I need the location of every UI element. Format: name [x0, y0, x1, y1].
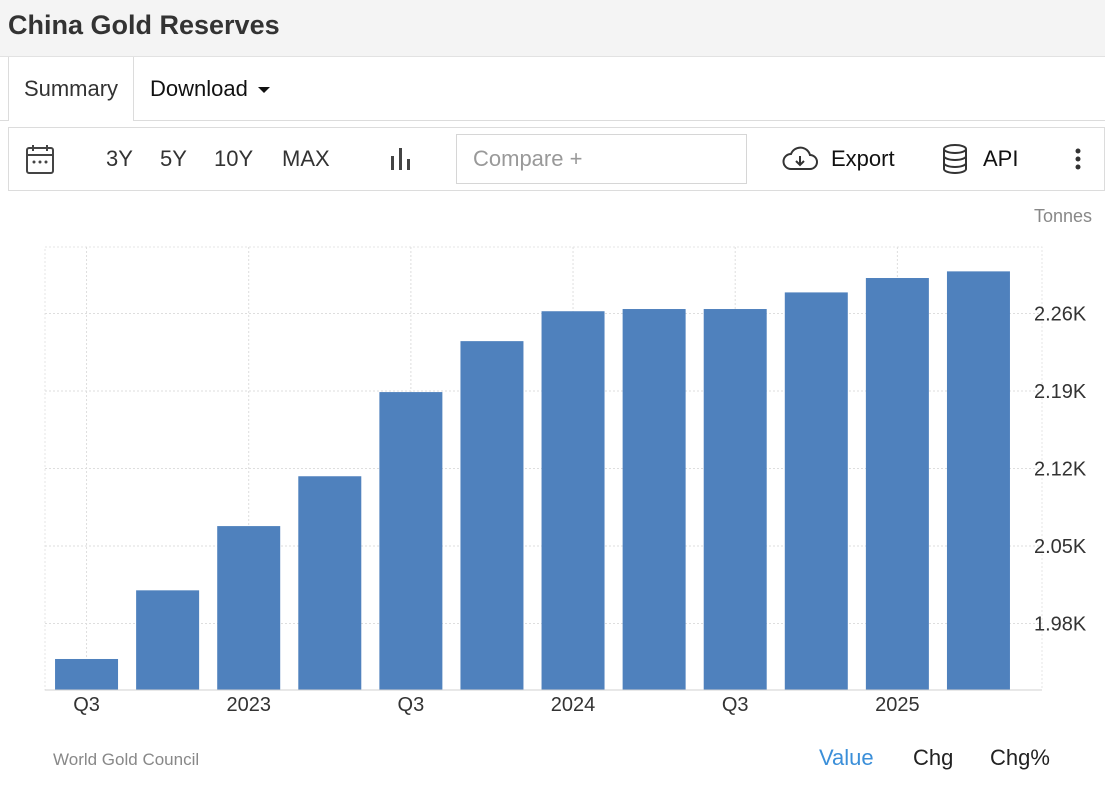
export-label: Export — [831, 146, 895, 171]
tab-download-label: Download — [150, 76, 248, 101]
unit-label: Tonnes — [1033, 206, 1092, 226]
export-button[interactable]: Export — [781, 128, 895, 190]
bar — [460, 341, 524, 690]
bar — [865, 278, 929, 690]
compare-input[interactable] — [456, 134, 747, 184]
calendar-button[interactable] — [25, 128, 55, 190]
caret-down-icon — [257, 87, 270, 93]
calendar-icon — [26, 145, 54, 174]
bar — [703, 309, 767, 690]
bar — [379, 392, 443, 690]
bar — [217, 526, 281, 690]
y-tick-label: 1.98K — [1034, 614, 1087, 636]
view-value-tab[interactable]: Value — [819, 745, 874, 770]
range-3y-button[interactable]: 3Y — [106, 146, 133, 171]
tab-download[interactable]: Download — [150, 57, 270, 121]
y-tick-label: 2.26K — [1034, 303, 1087, 325]
bar — [298, 476, 362, 690]
bar-chart-icon — [391, 148, 410, 170]
bar — [541, 311, 605, 690]
range-10y-button[interactable]: 10Y — [214, 146, 254, 171]
x-tick-label: Q3 — [398, 694, 425, 716]
api-label: API — [983, 146, 1019, 171]
x-tick-label: 2024 — [551, 694, 596, 716]
x-tick-label: 2023 — [226, 694, 271, 716]
chart-toolbar: 3Y 5Y 10Y MAX Export API — [8, 127, 1105, 191]
y-tick-label: 2.05K — [1034, 536, 1087, 558]
y-tick-label: 2.19K — [1034, 381, 1087, 403]
bar — [946, 271, 1010, 690]
range-5y-button[interactable]: 5Y — [160, 146, 187, 171]
source-label: World Gold Council — [53, 750, 200, 769]
x-tick-label: Q3 — [73, 694, 100, 716]
view-chg-tab[interactable]: Chg — [913, 745, 954, 770]
api-button[interactable]: API — [941, 128, 1018, 190]
view-chg-pct-tab[interactable]: Chg% — [990, 745, 1050, 770]
range-max-button[interactable]: MAX — [282, 146, 330, 171]
bar — [784, 292, 848, 690]
tab-summary[interactable]: Summary — [8, 57, 134, 122]
more-vertical-icon — [1075, 148, 1081, 170]
y-tick-label: 2.12K — [1034, 459, 1087, 481]
x-tick-label: Q3 — [722, 694, 749, 716]
bar — [55, 658, 119, 690]
page-title: China Gold Reserves — [8, 10, 280, 40]
tab-bar: Summary Download — [0, 57, 1105, 122]
title-bar: China Gold Reserves — [0, 0, 1105, 57]
x-tick-label: 2025 — [875, 694, 920, 716]
more-options-button[interactable] — [1071, 128, 1085, 190]
database-icon — [943, 144, 967, 174]
cloud-download-icon — [782, 146, 818, 170]
bar — [622, 309, 686, 690]
bar — [136, 590, 200, 690]
chart-type-button[interactable] — [389, 128, 413, 190]
bar-chart: 1.98K 2.05K 2.12K 2.19K 2.26K Q3 2023 Q3 2024 Q3 2… — [44, 246, 1087, 716]
